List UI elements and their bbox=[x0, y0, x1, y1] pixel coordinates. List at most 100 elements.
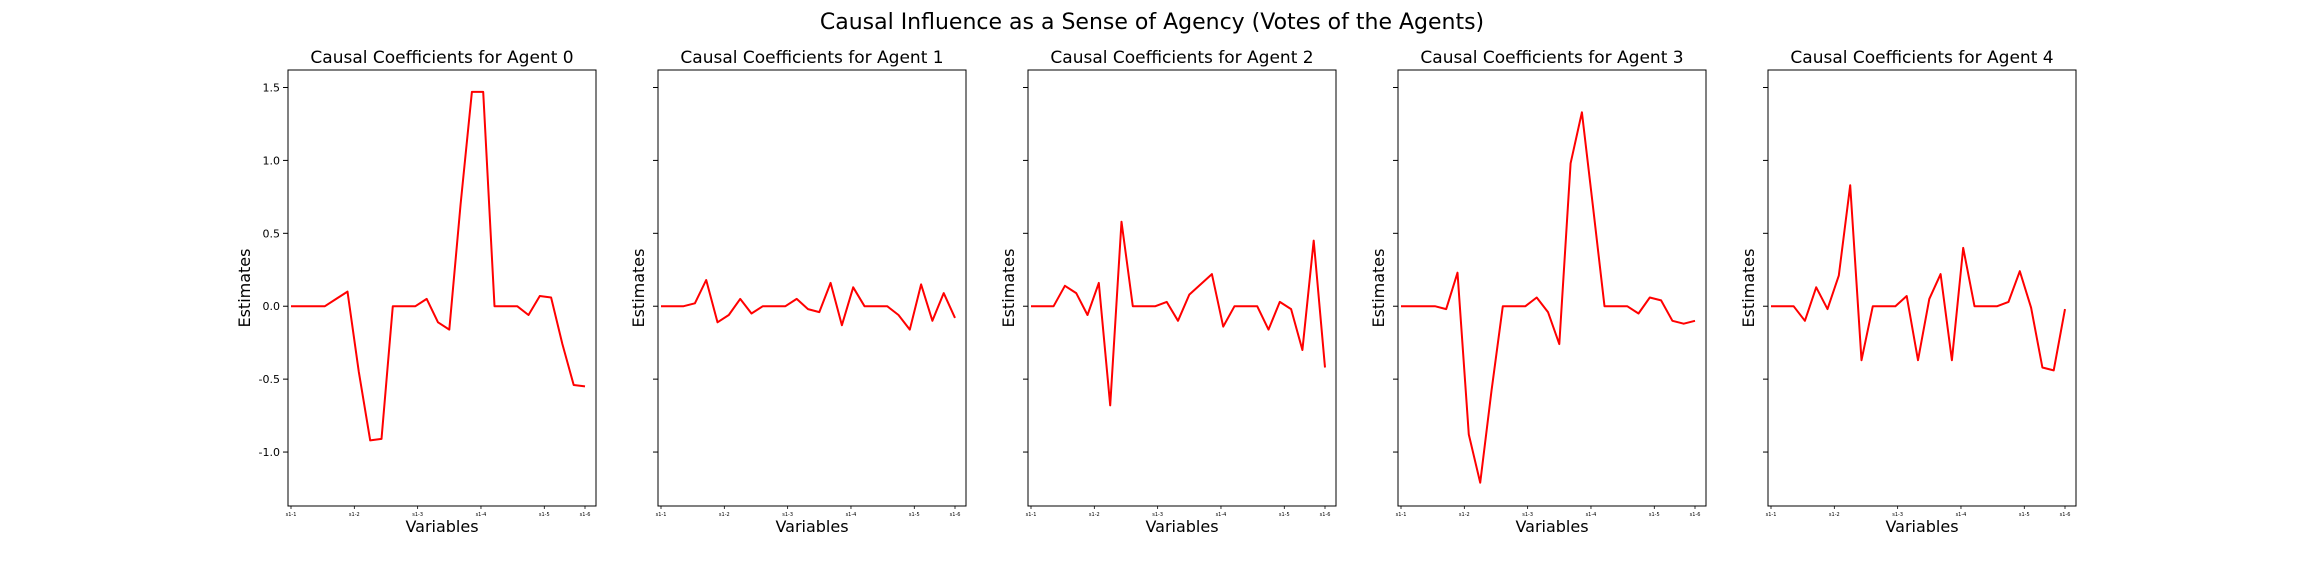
data-point bbox=[1267, 329, 1269, 331]
data-point bbox=[1671, 320, 1673, 322]
data-point bbox=[818, 311, 820, 313]
data-point bbox=[516, 305, 518, 307]
data-point bbox=[482, 91, 484, 93]
data-point bbox=[717, 321, 719, 323]
data-point bbox=[1570, 162, 1572, 164]
x-tick-label: s1-3 bbox=[1152, 512, 1163, 518]
data-point bbox=[1917, 359, 1919, 361]
x-tick-label: s1-5 bbox=[539, 512, 550, 518]
data-point bbox=[1053, 305, 1055, 307]
x-tick-label: s1-5 bbox=[1279, 512, 1290, 518]
data-point bbox=[1188, 294, 1190, 296]
y-tick-label: 0.5 bbox=[263, 227, 281, 240]
panel-title: Causal Coefficients for Agent 4 bbox=[1790, 48, 2053, 68]
data-point bbox=[1041, 305, 1043, 307]
data-point bbox=[1996, 305, 1998, 307]
data-point bbox=[796, 298, 798, 300]
data-point bbox=[1615, 305, 1617, 307]
data-point bbox=[852, 286, 854, 288]
chart-panel-agent-4: Causal Coefficients for Agent 4 s1-1 s1-2 s… bbox=[1739, 48, 2077, 536]
data-point bbox=[471, 91, 473, 93]
data-point bbox=[1234, 305, 1236, 307]
data-point bbox=[807, 308, 809, 310]
panel-title: Causal Coefficients for Agent 3 bbox=[1420, 48, 1683, 68]
x-tick-label: s1-6 bbox=[1320, 512, 1331, 518]
data-point bbox=[1490, 390, 1492, 392]
y-axis-label: Estimates bbox=[629, 248, 648, 327]
data-point bbox=[414, 305, 416, 307]
data-point bbox=[1694, 320, 1696, 322]
data-point bbox=[1860, 359, 1862, 361]
plot-frame bbox=[657, 69, 967, 507]
data-point bbox=[1166, 301, 1168, 303]
x-tick-label: s1-2 bbox=[719, 512, 730, 518]
plot-frame bbox=[1027, 69, 1337, 507]
data-point bbox=[1660, 299, 1662, 301]
data-point bbox=[909, 329, 911, 331]
data-point bbox=[897, 314, 899, 316]
data-point bbox=[539, 295, 541, 297]
data-point bbox=[1781, 305, 1783, 307]
data-point bbox=[550, 296, 552, 298]
y-axis-label: Estimates bbox=[235, 248, 254, 327]
x-tick-label: s1-4 bbox=[1586, 512, 1597, 518]
data-point bbox=[1815, 286, 1817, 288]
data-point bbox=[1649, 296, 1651, 298]
data-point bbox=[1143, 305, 1145, 307]
panel-title: Causal Coefficients for Agent 1 bbox=[680, 48, 943, 68]
data-point bbox=[527, 314, 529, 316]
data-point bbox=[1637, 313, 1639, 315]
data-point bbox=[875, 305, 877, 307]
y-tick-label: 1.0 bbox=[263, 154, 281, 167]
data-point bbox=[750, 313, 752, 315]
data-point bbox=[460, 203, 462, 205]
data-point bbox=[694, 302, 696, 304]
x-tick-label: s1-1 bbox=[1026, 512, 1037, 518]
x-tick-label: s1-2 bbox=[1089, 512, 1100, 518]
x-axis-label: Variables bbox=[1145, 517, 1218, 536]
x-tick-label: s1-6 bbox=[1690, 512, 1701, 518]
data-point bbox=[1547, 311, 1549, 313]
x-tick-label: s1-6 bbox=[2060, 512, 2071, 518]
data-point bbox=[886, 305, 888, 307]
data-point bbox=[1513, 305, 1515, 307]
data-point bbox=[1109, 404, 1111, 406]
data-point bbox=[1558, 343, 1560, 345]
chart-panel-agent-2: Causal Coefficients for Agent 2 s1-1 s1-2 s… bbox=[999, 48, 1337, 536]
data-point bbox=[494, 305, 496, 307]
x-tick-label: s1-5 bbox=[2019, 512, 2030, 518]
data-point bbox=[920, 283, 922, 285]
panel-title: Causal Coefficients for Agent 0 bbox=[310, 48, 573, 68]
data-point bbox=[573, 384, 575, 386]
x-tick-label: s1-5 bbox=[1649, 512, 1660, 518]
data-point bbox=[1445, 308, 1447, 310]
x-tick-label: s1-2 bbox=[349, 512, 360, 518]
data-point bbox=[830, 282, 832, 284]
y-axis-label: Estimates bbox=[1739, 248, 1758, 327]
chart-panel-agent-3: Causal Coefficients for Agent 3 s1-1 s1-2 s… bbox=[1369, 48, 1707, 536]
data-point bbox=[1962, 247, 1964, 249]
data-point bbox=[1793, 305, 1795, 307]
data-point bbox=[2041, 366, 2043, 368]
data-point bbox=[392, 305, 394, 307]
data-point bbox=[1064, 285, 1066, 287]
data-point bbox=[1177, 320, 1179, 322]
data-point bbox=[1838, 275, 1840, 277]
data-point bbox=[1479, 482, 1481, 484]
data-point bbox=[1849, 184, 1851, 186]
data-point bbox=[1290, 308, 1292, 310]
x-tick-label: s1-4 bbox=[1216, 512, 1227, 518]
data-point bbox=[1120, 221, 1122, 223]
data-point bbox=[1940, 273, 1942, 275]
data-point bbox=[1592, 208, 1594, 210]
x-tick-label: s1-5 bbox=[909, 512, 920, 518]
data-point bbox=[426, 298, 428, 300]
data-point bbox=[584, 385, 586, 387]
data-point bbox=[1502, 305, 1504, 307]
data-point bbox=[1974, 305, 1976, 307]
y-axis-label: Estimates bbox=[1369, 248, 1388, 327]
data-point bbox=[739, 298, 741, 300]
data-point bbox=[380, 438, 382, 440]
x-axis-label: Variables bbox=[775, 517, 848, 536]
